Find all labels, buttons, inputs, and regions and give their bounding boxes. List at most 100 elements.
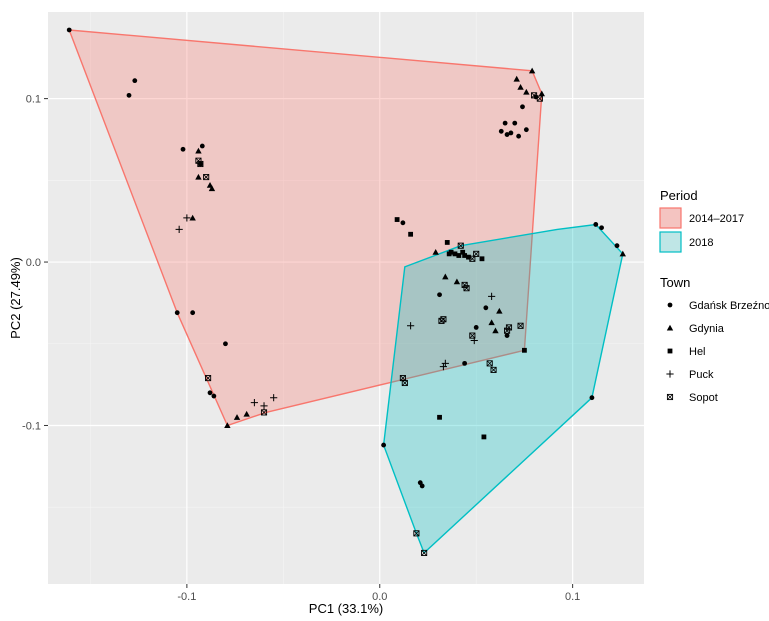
y-axis-title: PC2 (27.49%) <box>8 257 23 339</box>
data-point-plus <box>488 292 496 300</box>
data-point-circle <box>512 120 518 126</box>
data-point-boxed-x <box>421 549 428 556</box>
data-point-boxed-x <box>469 255 476 262</box>
data-point-square <box>437 414 442 420</box>
data-point-square <box>408 231 414 237</box>
legend-town-item: Sopot <box>666 392 718 404</box>
data-point-triangle <box>233 414 241 420</box>
data-point-square <box>462 253 468 258</box>
data-point-triangle <box>243 410 250 417</box>
data-point-triangle <box>619 250 626 257</box>
legend-period-key <box>659 207 682 229</box>
data-point-circle <box>400 220 406 226</box>
y-tick-label: -0.1 <box>22 420 41 432</box>
data-point-square <box>394 217 400 222</box>
data-point-square <box>452 251 458 257</box>
hull-2014-2017 <box>68 29 543 427</box>
data-point-boxed-x <box>203 174 210 181</box>
legend-town-label: Puck <box>689 369 714 381</box>
data-point-boxed-x <box>438 317 445 324</box>
data-point-triangle <box>496 307 503 314</box>
legend-town: Town Gdańsk Brzeźno Gdynia Hel Puck Sopot <box>660 275 769 404</box>
data-point-triangle <box>513 75 520 82</box>
data-point-circle <box>508 130 514 136</box>
data-point-boxed-x <box>197 160 204 168</box>
data-point-circle <box>190 310 196 316</box>
legend-town-item: Gdańsk Brzeźno <box>667 300 769 312</box>
grid-lines <box>48 12 644 584</box>
data-point-plus <box>260 402 268 410</box>
legend-period: Period 2014–2017 2018 <box>659 188 744 253</box>
data-point-boxed-x <box>490 366 497 373</box>
x-tick-label: -0.1 <box>177 591 196 603</box>
legend-town-item: Hel <box>667 346 706 358</box>
data-point-boxed-x <box>505 324 513 331</box>
data-point-circle <box>223 341 228 347</box>
series-square <box>394 217 527 440</box>
series-circle <box>66 27 620 489</box>
legend-town-label: Sopot <box>689 392 718 404</box>
data-point-circle <box>523 127 529 133</box>
data-point-circle <box>614 243 620 249</box>
legend-period-key <box>659 231 682 253</box>
data-point-boxed-x <box>536 95 543 102</box>
data-point-triangle <box>442 273 449 280</box>
data-point-circle <box>504 333 510 338</box>
data-point-boxed-x <box>469 332 476 339</box>
data-point-circle <box>483 305 489 311</box>
legend-town-item: Gdynia <box>666 323 725 335</box>
data-point-plus <box>175 225 183 233</box>
legend-period-label: 2014–2017 <box>689 213 744 225</box>
data-point-circle <box>180 146 186 152</box>
data-point-triangle <box>538 90 545 97</box>
legend-period-title: Period <box>660 188 698 203</box>
data-points <box>66 27 626 556</box>
data-point-circle <box>462 360 468 366</box>
legend-town-title: Town <box>660 275 690 290</box>
y-tick-label: 0.0 <box>26 257 41 269</box>
data-point-square <box>466 254 471 260</box>
data-point-circle <box>211 393 217 399</box>
data-point-plus <box>407 322 415 330</box>
data-point-boxed-x <box>463 285 470 292</box>
data-point-triangle <box>195 147 202 154</box>
period-hulls <box>68 29 624 555</box>
legend-town-key <box>666 370 674 378</box>
data-point-circle <box>199 143 205 149</box>
data-point-triangle <box>208 185 216 192</box>
data-point-circle <box>126 92 132 98</box>
series-plus <box>175 214 496 410</box>
data-point-circle <box>419 483 425 489</box>
data-point-triangle <box>189 214 196 221</box>
series-boxed-x <box>195 92 543 556</box>
data-point-circle <box>520 104 525 110</box>
data-point-triangle <box>517 83 524 90</box>
data-point-circle <box>437 292 442 298</box>
data-point-boxed-x <box>413 530 420 537</box>
legend-town-label: Gdynia <box>689 323 725 335</box>
data-point-square <box>444 240 450 245</box>
data-point-circle <box>504 132 510 137</box>
data-point-plus <box>183 214 191 222</box>
data-point-boxed-x <box>205 375 212 382</box>
data-point-boxed-x <box>457 242 464 249</box>
data-point-square <box>448 249 454 255</box>
legend-period-label: 2018 <box>689 237 713 249</box>
data-point-square <box>522 347 527 353</box>
data-point-circle <box>593 222 599 227</box>
data-point-circle <box>174 310 180 316</box>
data-point-circle <box>599 225 604 231</box>
data-point-boxed-x <box>486 360 493 367</box>
series-triangle <box>189 67 626 429</box>
data-point-square <box>456 253 462 258</box>
legend-town-key <box>667 302 673 308</box>
data-point-boxed-x <box>531 92 538 99</box>
legend-town-key <box>667 348 673 354</box>
plot-panel-background <box>48 12 644 584</box>
data-point-boxed-x <box>504 327 511 334</box>
data-point-triangle <box>492 327 499 334</box>
data-point-triangle <box>523 88 530 95</box>
data-point-triangle <box>224 422 231 429</box>
legend-town-key <box>666 324 674 331</box>
